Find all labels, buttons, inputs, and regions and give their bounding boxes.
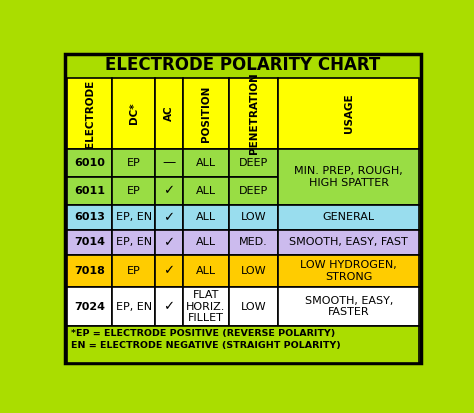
Bar <box>229 149 278 177</box>
Text: DEEP: DEEP <box>239 186 268 196</box>
Text: 6011: 6011 <box>74 186 105 196</box>
Text: ✓: ✓ <box>164 236 174 249</box>
Text: ELECTRODE POLARITY CHART: ELECTRODE POLARITY CHART <box>105 56 381 74</box>
Bar <box>112 205 155 230</box>
Bar <box>155 205 183 230</box>
Text: ALL: ALL <box>196 237 216 247</box>
Bar <box>155 255 183 287</box>
Text: ALL: ALL <box>196 158 216 168</box>
Bar <box>155 287 183 326</box>
Text: ✓: ✓ <box>164 211 174 224</box>
Text: FLAT
HORIZ.
FILLET: FLAT HORIZ. FILLET <box>186 290 226 323</box>
Text: ✓: ✓ <box>164 265 174 278</box>
Bar <box>229 230 278 255</box>
Text: EP, EN: EP, EN <box>116 301 152 312</box>
Bar <box>155 149 183 177</box>
Text: EP: EP <box>127 158 140 168</box>
Bar <box>66 149 112 177</box>
Text: 7014: 7014 <box>74 237 105 247</box>
Bar <box>229 205 278 230</box>
Bar <box>155 230 183 255</box>
Bar <box>112 177 155 205</box>
Bar <box>66 287 112 326</box>
Text: —: — <box>162 157 175 169</box>
Text: ✓: ✓ <box>164 184 174 197</box>
Bar <box>112 230 155 255</box>
Bar <box>278 149 419 205</box>
Text: ALL: ALL <box>196 186 216 196</box>
Bar <box>112 149 155 177</box>
Bar <box>66 255 112 287</box>
Bar <box>66 205 112 230</box>
Bar <box>278 230 419 255</box>
Bar <box>278 78 419 149</box>
Text: ALL: ALL <box>196 266 216 276</box>
Bar <box>155 177 183 205</box>
Bar <box>66 177 112 205</box>
Text: EP, EN: EP, EN <box>116 237 152 247</box>
Text: LOW: LOW <box>241 266 266 276</box>
Bar <box>112 255 155 287</box>
Text: AC: AC <box>164 106 174 121</box>
Bar <box>66 326 419 363</box>
Bar <box>229 177 278 205</box>
Text: 6013: 6013 <box>74 212 105 222</box>
Text: EP: EP <box>127 266 140 276</box>
Text: GENERAL: GENERAL <box>323 212 375 222</box>
Bar <box>229 255 278 287</box>
Bar <box>183 230 229 255</box>
Bar <box>183 287 229 326</box>
Text: 7024: 7024 <box>74 301 105 312</box>
Text: SMOOTH, EASY,
FASTER: SMOOTH, EASY, FASTER <box>304 296 393 318</box>
Bar <box>278 255 419 287</box>
Bar <box>183 149 229 177</box>
Text: 7018: 7018 <box>74 266 105 276</box>
Text: DC*: DC* <box>128 103 138 124</box>
Bar <box>229 78 278 149</box>
Text: LOW: LOW <box>241 301 266 312</box>
Bar <box>183 177 229 205</box>
Bar <box>112 78 155 149</box>
Text: EP, EN: EP, EN <box>116 212 152 222</box>
Text: ALL: ALL <box>196 212 216 222</box>
Bar <box>278 205 419 230</box>
Text: MIN. PREP, ROUGH,
HIGH SPATTER: MIN. PREP, ROUGH, HIGH SPATTER <box>294 166 403 188</box>
Text: MED.: MED. <box>239 237 268 247</box>
Text: LOW: LOW <box>241 212 266 222</box>
Text: POSITION: POSITION <box>201 85 211 142</box>
Bar <box>183 255 229 287</box>
Text: ELECTRODE: ELECTRODE <box>84 79 94 148</box>
Text: ✓: ✓ <box>164 300 174 313</box>
Bar <box>112 287 155 326</box>
Bar <box>183 78 229 149</box>
Text: 6010: 6010 <box>74 158 105 168</box>
Bar <box>183 205 229 230</box>
Text: PENETRATION: PENETRATION <box>248 73 258 154</box>
Text: SMOOTH, EASY, FAST: SMOOTH, EASY, FAST <box>289 237 408 247</box>
Bar <box>155 78 183 149</box>
Text: EP: EP <box>127 186 140 196</box>
Text: LOW HYDROGEN,
STRONG: LOW HYDROGEN, STRONG <box>301 260 397 282</box>
Bar <box>66 230 112 255</box>
Text: DEEP: DEEP <box>239 158 268 168</box>
Text: USAGE: USAGE <box>344 94 354 133</box>
Bar <box>66 78 112 149</box>
Text: *EP = ELECTRODE POSITIVE (REVERSE POLARITY)
EN = ELECTRODE NEGATIVE (STRAIGHT PO: *EP = ELECTRODE POSITIVE (REVERSE POLARI… <box>71 329 341 349</box>
Bar <box>278 287 419 326</box>
Bar <box>229 287 278 326</box>
